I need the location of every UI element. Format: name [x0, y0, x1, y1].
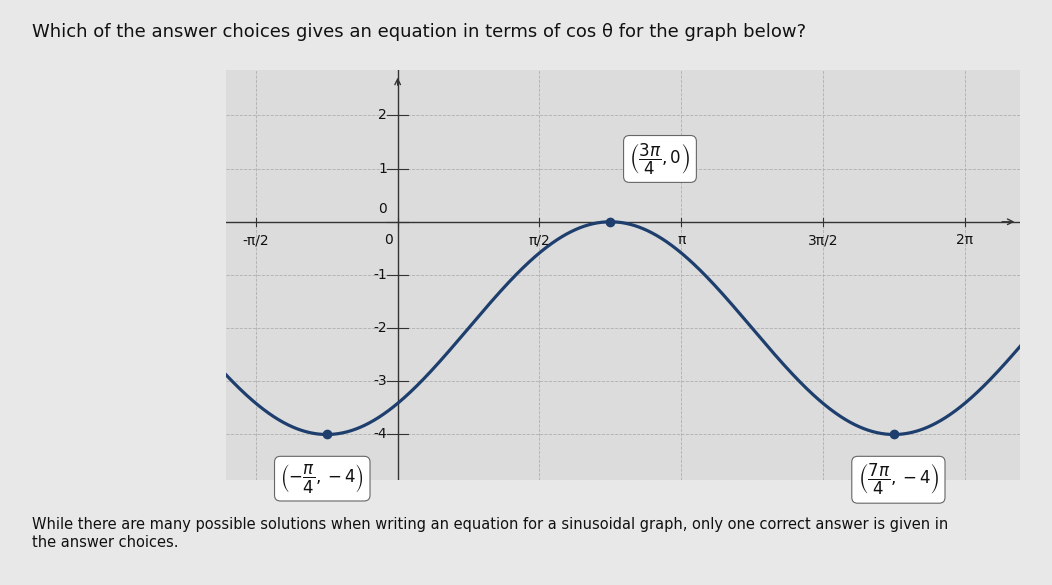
Text: -1: -1 [373, 268, 387, 282]
Text: $\left(\dfrac{7\pi}{4}, -4\right)$: $\left(\dfrac{7\pi}{4}, -4\right)$ [857, 462, 939, 497]
Text: π: π [677, 233, 686, 247]
Text: $\left(-\dfrac{\pi}{4}, -4\right)$: $\left(-\dfrac{\pi}{4}, -4\right)$ [281, 462, 364, 495]
Text: 0: 0 [384, 233, 393, 247]
Text: -π/2: -π/2 [243, 233, 269, 247]
Text: -4: -4 [373, 428, 387, 442]
Text: π/2: π/2 [528, 233, 550, 247]
Text: While there are many possible solutions when writing an equation for a sinusoida: While there are many possible solutions … [32, 518, 948, 550]
Text: -2: -2 [373, 321, 387, 335]
Text: 3π/2: 3π/2 [808, 233, 838, 247]
Text: -3: -3 [373, 374, 387, 388]
Text: 2: 2 [378, 108, 387, 122]
Text: 1: 1 [378, 161, 387, 176]
Text: 0: 0 [378, 202, 387, 216]
Text: Which of the answer choices gives an equation in terms of cos θ for the graph be: Which of the answer choices gives an equ… [32, 23, 806, 42]
Text: 2π: 2π [956, 233, 973, 247]
Text: $\left(\dfrac{3\pi}{4}, 0\right)$: $\left(\dfrac{3\pi}{4}, 0\right)$ [629, 142, 690, 177]
